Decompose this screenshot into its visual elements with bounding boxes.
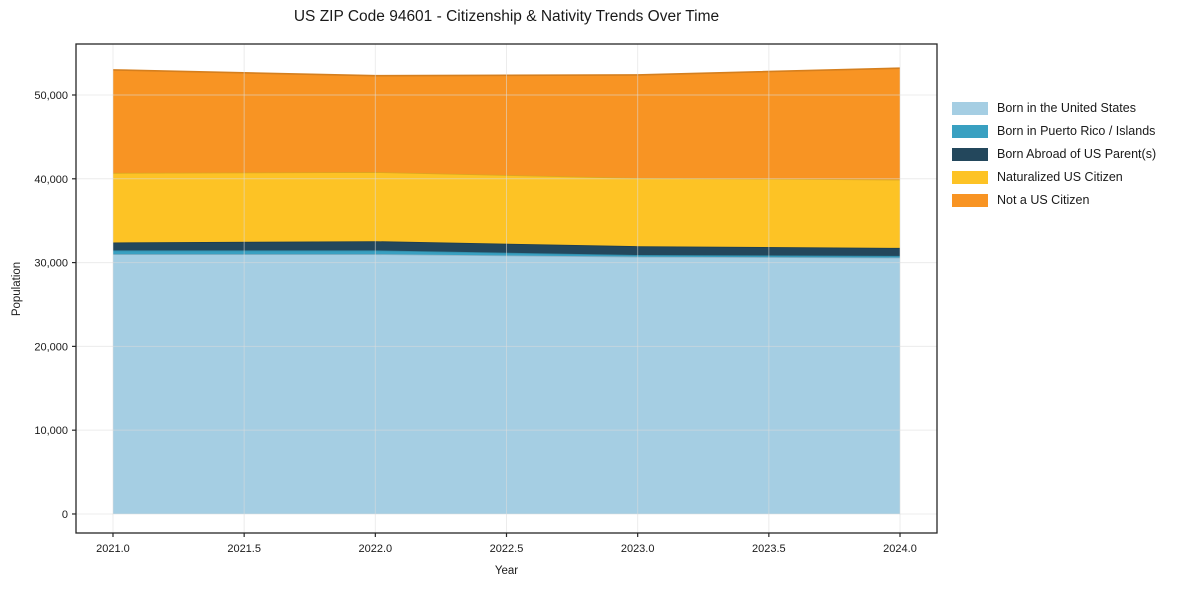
legend-swatch-naturalized — [952, 170, 988, 184]
legend-label: Naturalized US Citizen — [997, 170, 1123, 184]
y-tick-label: 50,000 — [34, 90, 68, 102]
legend-item-naturalized: Naturalized US Citizen — [952, 170, 1156, 184]
legend-label: Born in the United States — [997, 101, 1136, 115]
legend-swatch-not-citizen — [952, 193, 988, 207]
legend-swatch-born-abroad — [952, 147, 988, 161]
x-axis-label: Year — [494, 565, 519, 577]
y-tick-label: 0 — [62, 509, 68, 521]
chart-title: US ZIP Code 94601 - Citizenship & Nativi… — [293, 8, 720, 25]
x-tick-label: 2022.5 — [490, 543, 524, 555]
legend-item-not-citizen: Not a US Citizen — [952, 193, 1156, 207]
x-tick-label: 2023.0 — [621, 543, 655, 555]
y-tick-label: 20,000 — [34, 341, 68, 353]
x-tick-label: 2024.0 — [883, 543, 917, 555]
legend-item-born-abroad: Born Abroad of US Parent(s) — [952, 147, 1156, 161]
y-tick-label: 10,000 — [34, 425, 68, 437]
y-tick-label: 30,000 — [34, 258, 68, 270]
x-tick-label: 2021.5 — [227, 543, 261, 555]
x-tick-label: 2021.0 — [96, 543, 130, 555]
legend-item-born-us: Born in the United States — [952, 101, 1156, 115]
x-tick-label: 2022.0 — [359, 543, 393, 555]
x-tick-label: 2023.5 — [752, 543, 786, 555]
legend-swatch-born-us — [952, 101, 988, 115]
y-tick-label: 40,000 — [34, 174, 68, 186]
legend: Born in the United States Born in Puerto… — [952, 101, 1157, 216]
legend-swatch-puerto-rico — [952, 124, 988, 138]
legend-label: Born Abroad of US Parent(s) — [997, 147, 1157, 161]
legend-item-puerto-rico: Born in Puerto Rico / Islands — [952, 124, 1156, 138]
legend-label: Not a US Citizen — [997, 193, 1090, 207]
legend-label: Born in Puerto Rico / Islands — [997, 124, 1156, 138]
